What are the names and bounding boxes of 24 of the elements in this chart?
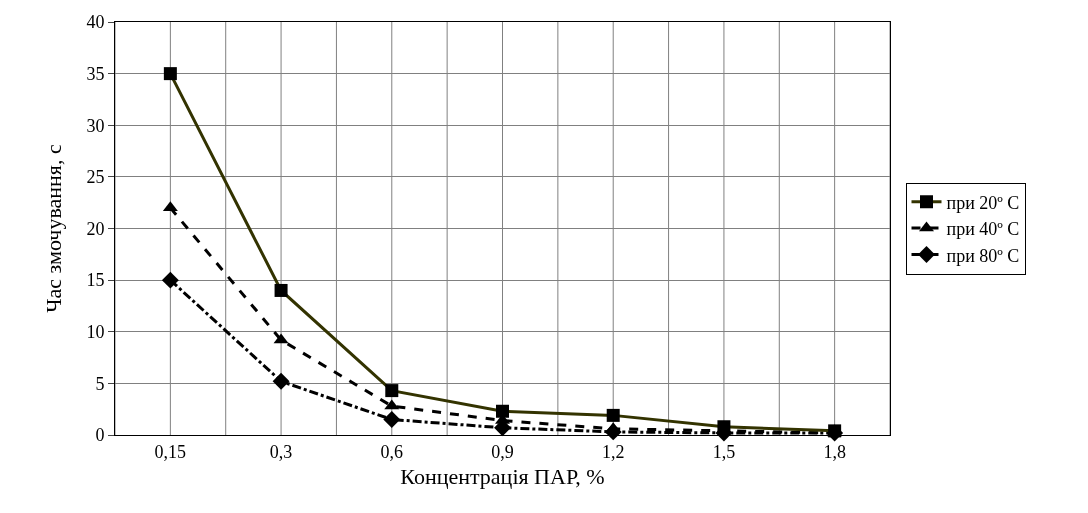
point	[272, 372, 290, 390]
y-tick-label: 35	[86, 63, 105, 84]
point	[161, 271, 179, 289]
y-tick-label: 15	[86, 270, 105, 291]
y-tick-label: 40	[86, 12, 105, 33]
x-axis-title: Концентрація ПАР, %	[400, 464, 605, 490]
y-tick-label: 25	[86, 167, 105, 188]
y-tick-label: 30	[86, 115, 105, 136]
y-axis-title: Час змочування, с	[41, 144, 66, 313]
x-tick-label: 1,2	[601, 441, 625, 462]
y-tick-label: 0	[95, 425, 105, 446]
x-tick-label: 0,3	[269, 441, 293, 462]
y-tick-label: 5	[95, 373, 105, 394]
legend-label: при 40º C	[946, 219, 1020, 240]
x-tick-label: 0,9	[491, 441, 514, 462]
x-tick-label: 1,8	[823, 441, 846, 462]
y-tick-label: 20	[86, 218, 105, 239]
point	[383, 411, 401, 428]
x-tick-label: 0,6	[380, 441, 404, 462]
x-tick-label: 1,5	[712, 441, 736, 462]
legend-label: при 80º C	[946, 245, 1020, 266]
x-tick-label: 0,15	[154, 441, 187, 462]
y-tick-label: 10	[86, 322, 105, 343]
legend-label: при 20º C	[946, 192, 1020, 213]
